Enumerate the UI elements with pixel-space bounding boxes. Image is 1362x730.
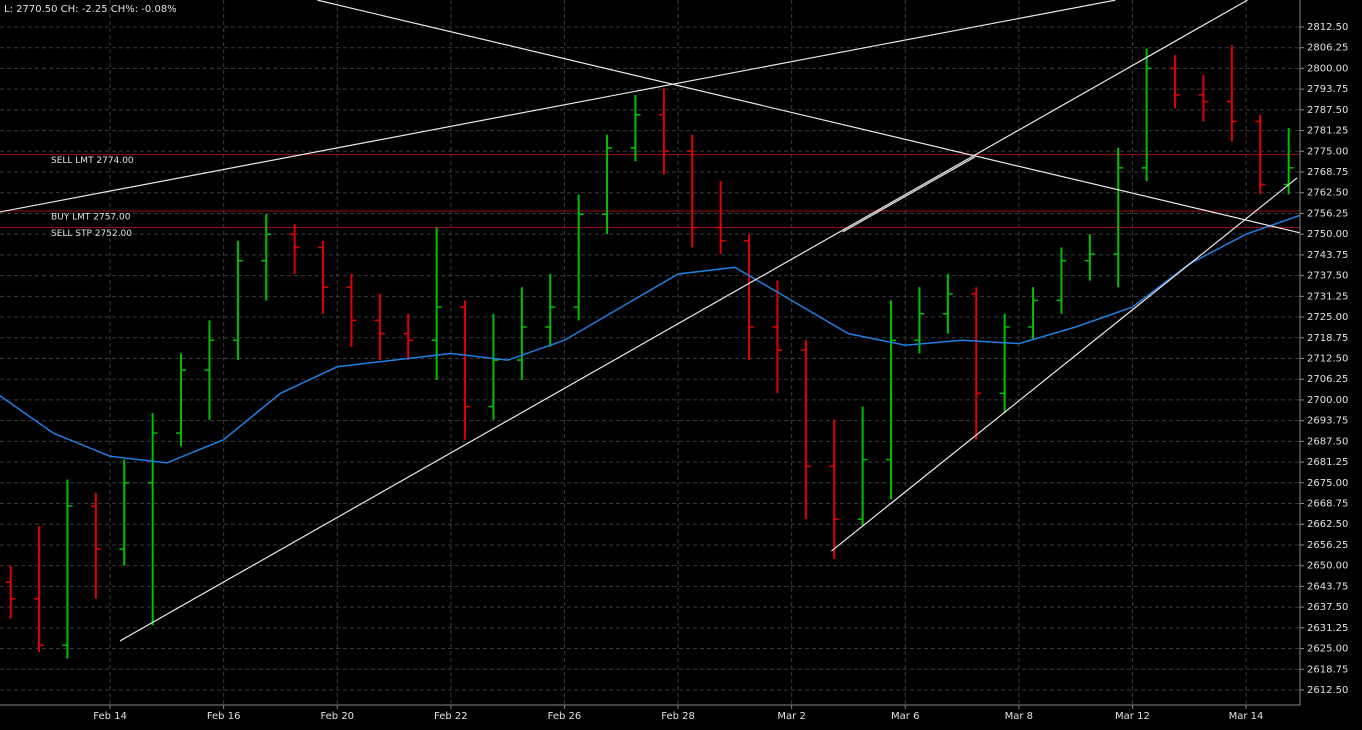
- y-tick-label: 2700.00: [1307, 395, 1348, 406]
- y-tick-label: 2643.75: [1307, 581, 1348, 592]
- y-tick-label: 2625.00: [1307, 644, 1348, 655]
- y-tick-label: 2718.75: [1307, 333, 1348, 344]
- trend-line: [0, 0, 1116, 213]
- plot-area: SELL LMT 2774.00 BUY LMT 2757.00 SELL STP …: [0, 0, 1300, 659]
- x-tick-label: Mar 12: [1115, 711, 1150, 722]
- y-tick-label: 2756.25: [1307, 208, 1348, 219]
- x-tick-label: Mar 2: [777, 711, 805, 722]
- x-tick-label: Feb 28: [661, 711, 695, 722]
- x-tick-label: Feb 14: [93, 711, 127, 722]
- y-tick-label: 2781.25: [1307, 126, 1348, 137]
- x-tick-label: Mar 6: [891, 711, 919, 722]
- y-tick-label: 2650.00: [1307, 561, 1348, 572]
- grid: [0, 0, 1300, 705]
- order-label: SELL LMT 2774.00: [51, 156, 134, 166]
- x-tick-label: Feb 26: [548, 711, 582, 722]
- y-tick-label: 2712.50: [1307, 353, 1348, 364]
- y-tick-label: 2618.75: [1307, 664, 1348, 675]
- x-tick-label: Feb 20: [320, 711, 354, 722]
- y-tick-label: 2750.00: [1307, 229, 1348, 240]
- y-tick-label: 2787.50: [1307, 105, 1348, 116]
- y-tick-label: 2706.25: [1307, 374, 1348, 385]
- y-tick-label: 2775.00: [1307, 146, 1348, 157]
- y-tick-label: 2631.25: [1307, 623, 1348, 634]
- y-tick-label: 2762.50: [1307, 188, 1348, 199]
- trend-line: [842, 156, 976, 233]
- y-tick-label: 2656.25: [1307, 540, 1348, 551]
- x-tick-label: Feb 16: [207, 711, 241, 722]
- trend-line: [119, 0, 1248, 642]
- y-tick-label: 2743.75: [1307, 250, 1348, 261]
- y-tick-label: 2687.50: [1307, 436, 1348, 447]
- y-tick-label: 2662.50: [1307, 519, 1348, 530]
- trend-line: [831, 177, 1298, 552]
- x-tick-label: Feb 22: [434, 711, 468, 722]
- y-tick-label: 2725.00: [1307, 312, 1348, 323]
- y-tick-label: 2681.25: [1307, 457, 1348, 468]
- y-tick-label: 2800.00: [1307, 63, 1348, 74]
- moving-average: [0, 214, 1300, 464]
- y-tick-label: 2637.50: [1307, 602, 1348, 613]
- x-tick-label: Mar 14: [1229, 711, 1264, 722]
- y-tick-label: 2737.50: [1307, 271, 1348, 282]
- y-tick-label: 2731.25: [1307, 291, 1348, 302]
- y-tick-label: 2675.00: [1307, 478, 1348, 489]
- axes: 2612.50 2618.75 2625.00 2631.25 2637.50 2643.…: [0, 0, 1348, 722]
- y-tick-label: 2668.75: [1307, 499, 1348, 510]
- trend-line: [317, 0, 1300, 234]
- x-tick-label: Mar 8: [1005, 711, 1033, 722]
- order-label: BUY LMT 2757.00: [51, 212, 131, 222]
- order-label: SELL STP 2752.00: [51, 229, 132, 239]
- y-tick-label: 2806.25: [1307, 43, 1348, 54]
- y-tick-label: 2612.50: [1307, 685, 1348, 696]
- y-tick-label: 2793.75: [1307, 84, 1348, 95]
- y-tick-label: 2693.75: [1307, 416, 1348, 427]
- status-text: L: 2770.50 CH: -2.25 CH%: -0.08%: [4, 4, 177, 15]
- y-tick-label: 2812.50: [1307, 22, 1348, 33]
- y-tick-label: 2768.75: [1307, 167, 1348, 178]
